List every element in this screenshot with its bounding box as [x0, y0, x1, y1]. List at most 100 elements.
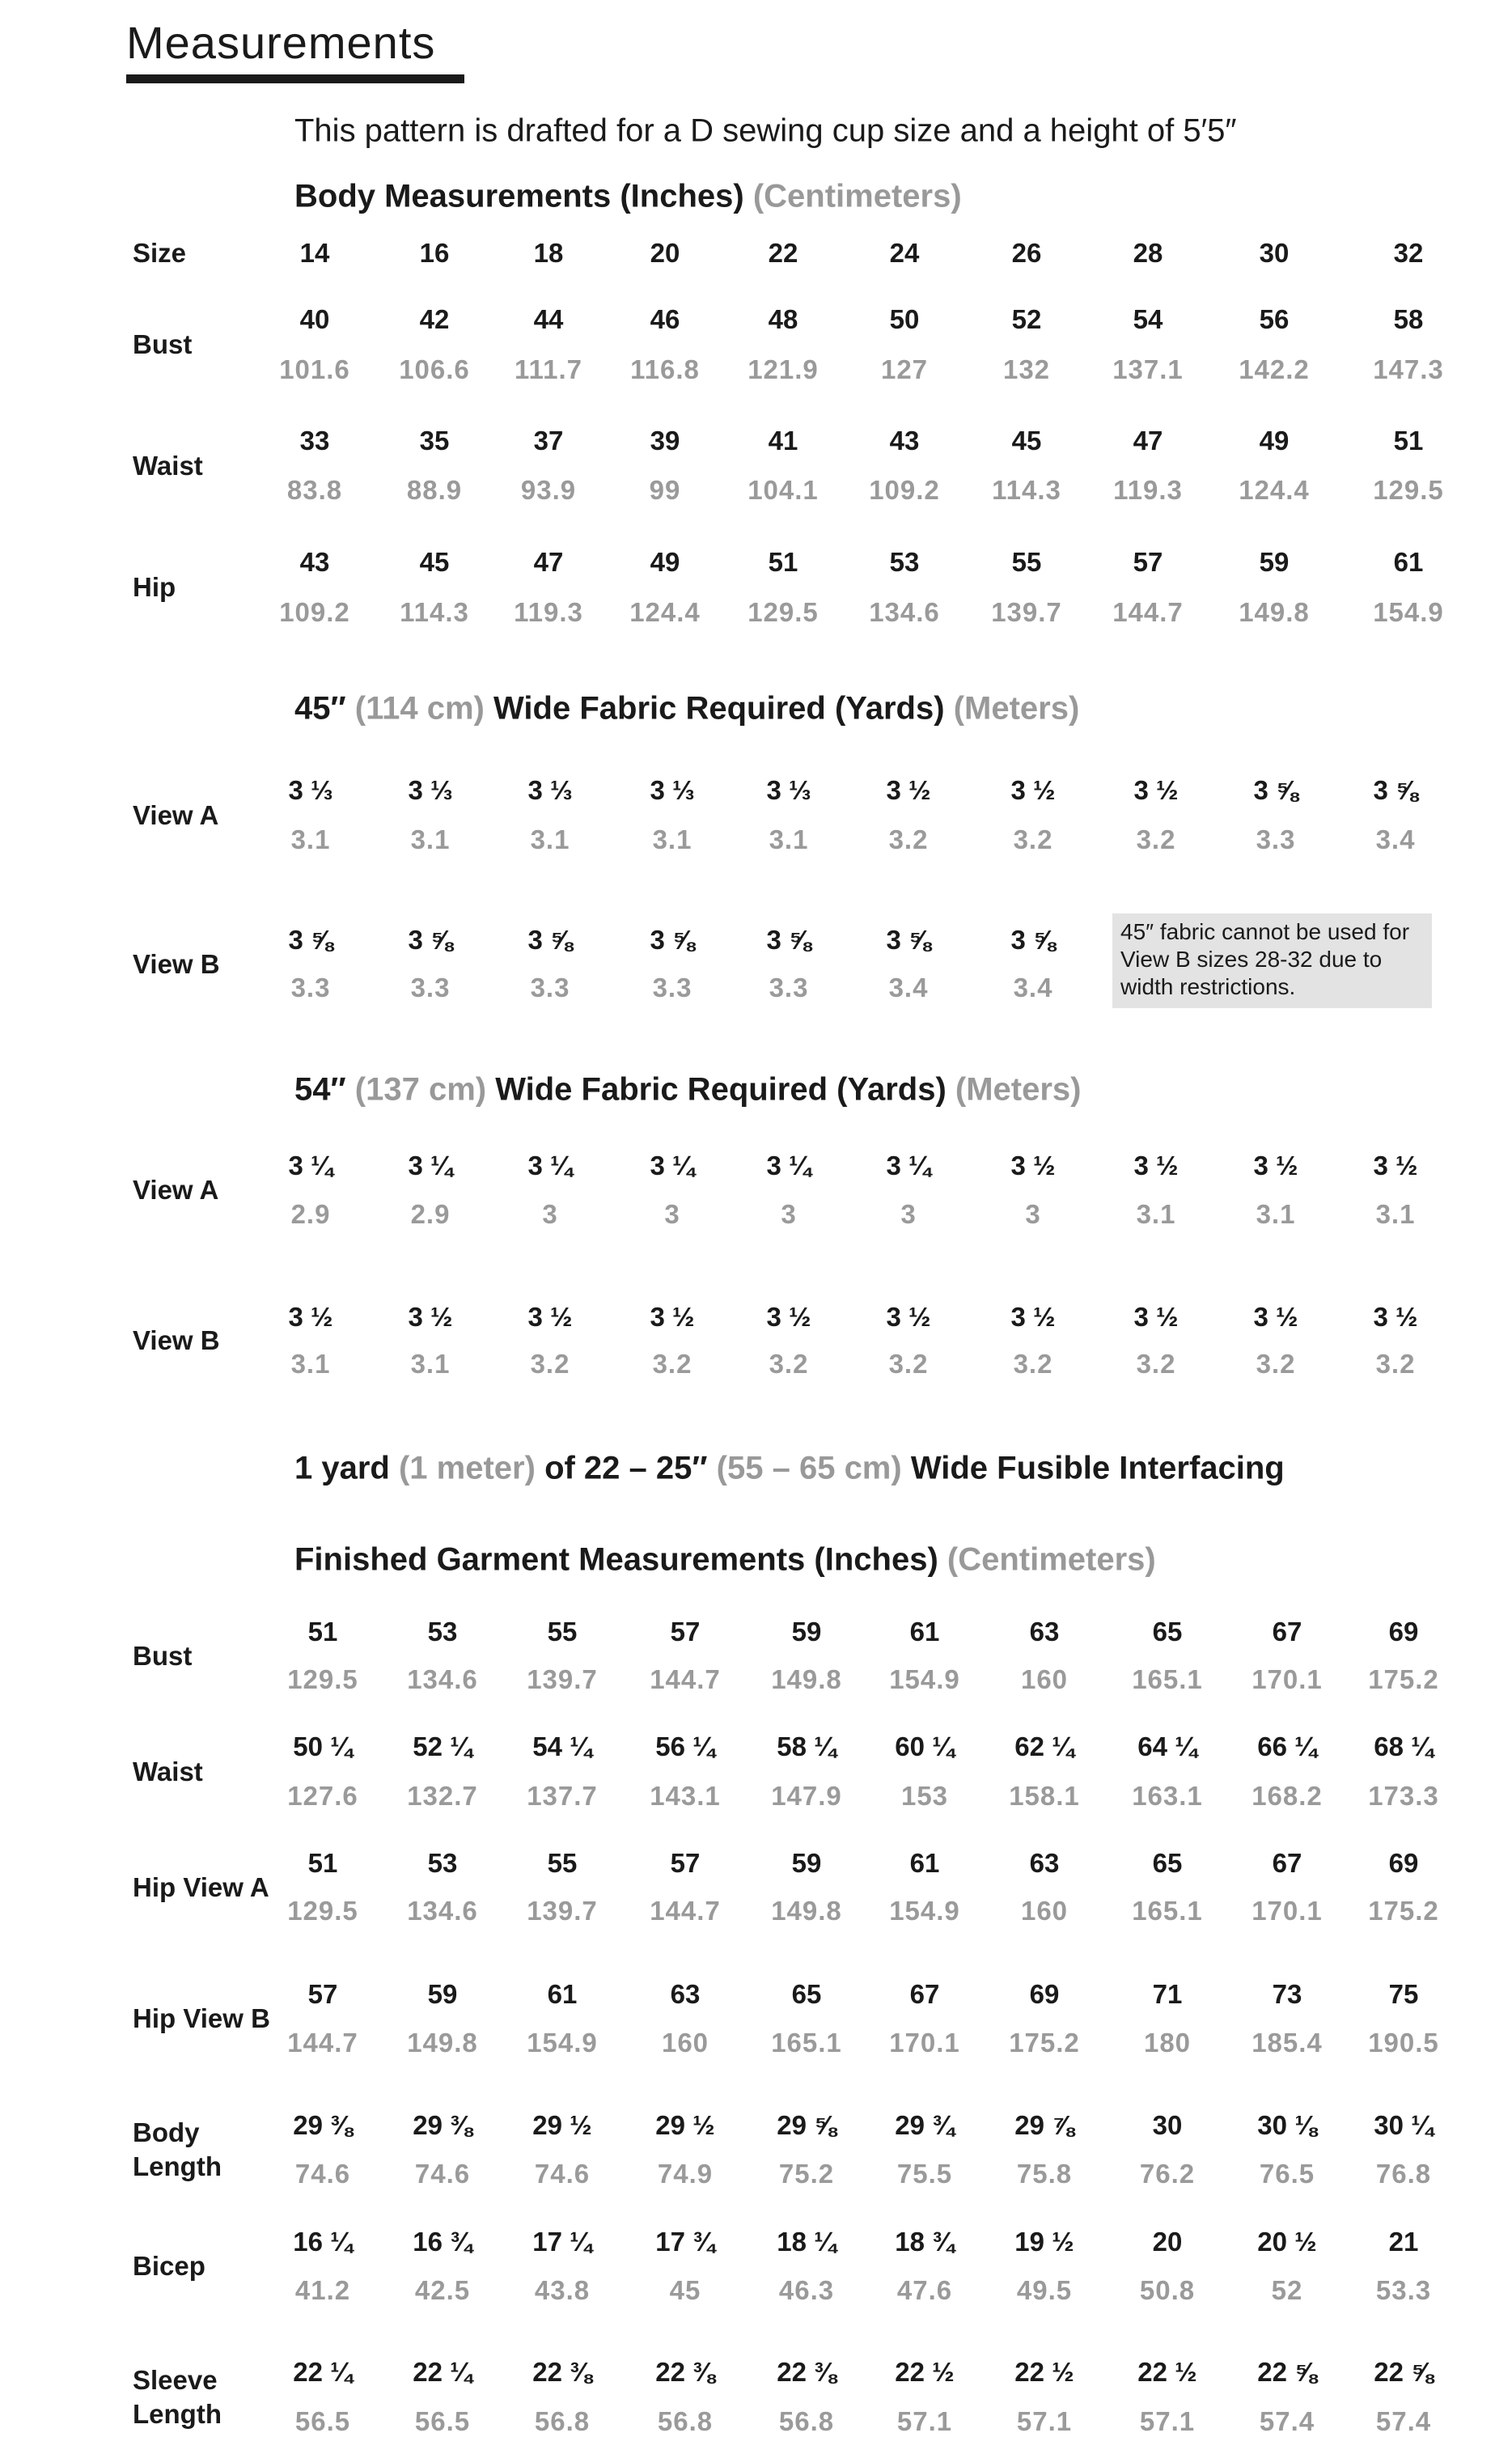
row-label: Hip View A: [133, 1871, 269, 1902]
size-value: 28: [1133, 238, 1163, 268]
value-cm: 109.2: [869, 475, 940, 505]
value-cm: 3.4: [1013, 973, 1053, 1002]
value-cm: 144.7: [287, 2028, 358, 2058]
value-cm: 76.8: [1375, 2159, 1432, 2189]
heading-yards: Wide Fabric Required (Yards): [493, 690, 945, 727]
value-inches: 43: [299, 547, 330, 577]
value-cm: 3: [542, 1199, 558, 1229]
value-inches: 3 ⅓: [650, 775, 695, 805]
value-cm: 3.3: [652, 973, 692, 1002]
value-inches: 50 ¼: [293, 1731, 353, 1761]
value-cm: 3: [781, 1199, 797, 1229]
value-inches: 18 ¾: [895, 2227, 955, 2257]
value-cm: 165.1: [1132, 1664, 1203, 1694]
value-inches: 56 ¼: [655, 1731, 715, 1761]
value-cm: 124.4: [1239, 475, 1310, 505]
value-inches: 22 ¼: [413, 2357, 472, 2387]
value-cm: 3.1: [1136, 1199, 1176, 1229]
value-inches: 53: [427, 1617, 458, 1647]
value-inches: 3 ⅝: [1253, 775, 1298, 805]
value-inches: 18 ¼: [777, 2227, 836, 2257]
value-cm: 142.2: [1239, 354, 1310, 384]
value-inches: 3 ½: [1373, 1151, 1418, 1180]
value-cm: 127: [880, 354, 929, 384]
value-inches: 3 ½: [1010, 1302, 1056, 1332]
value-inches: 17 ¾: [655, 2227, 715, 2257]
value-cm: 137.7: [527, 1781, 598, 1811]
size-value: 30: [1259, 238, 1290, 268]
value-cm: 109.2: [279, 597, 350, 627]
value-cm: 88.9: [406, 475, 463, 505]
value-cm: 154.9: [527, 2028, 598, 2058]
value-inches: 3 ½: [1133, 1151, 1179, 1180]
intro-text: This pattern is drafted for a D sewing c…: [294, 112, 1237, 149]
value-inches: 65: [1152, 1617, 1183, 1647]
value-cm: 75.2: [778, 2159, 835, 2189]
value-cm: 3: [1025, 1199, 1041, 1229]
value-inches: 67: [1272, 1848, 1302, 1878]
size-value: 14: [299, 238, 330, 268]
value-inches: 3 ⅝: [650, 925, 695, 955]
value-inches: 39: [650, 426, 680, 456]
value-cm: 149.8: [771, 1664, 842, 1694]
value-cm: 185.4: [1252, 2028, 1323, 2058]
value-inches: 45: [419, 547, 450, 577]
value-inches: 73: [1272, 1979, 1302, 2009]
value-inches: 56: [1259, 304, 1290, 334]
value-inches: 3 ¼: [288, 1151, 333, 1180]
value-cm: 3.1: [410, 824, 451, 854]
value-cm: 3.2: [1013, 1349, 1053, 1379]
value-cm: 3.1: [530, 824, 570, 854]
interfacing-width: of 22 – 25″: [544, 1450, 708, 1486]
value-inches: 47: [533, 547, 564, 577]
value-cm: 134.6: [869, 597, 940, 627]
value-inches: 51: [768, 547, 798, 577]
value-inches: 51: [307, 1848, 338, 1878]
value-inches: 63: [670, 1979, 701, 2009]
size-value: 26: [1011, 238, 1042, 268]
row-label: Bicep: [133, 2251, 205, 2281]
value-cm: 3.3: [410, 973, 451, 1002]
size-value: 32: [1393, 238, 1424, 268]
value-inches: 30 ¼: [1374, 2110, 1434, 2140]
value-inches: 3 ½: [1253, 1151, 1298, 1180]
value-cm: 3.2: [530, 1349, 570, 1379]
value-cm: 46.3: [778, 2275, 835, 2305]
value-cm: 175.2: [1368, 1896, 1439, 1926]
heading-width-cm: (137 cm): [354, 1071, 487, 1108]
interfacing-type: Wide Fusible Interfacing: [910, 1450, 1285, 1486]
value-cm: 3.2: [1256, 1349, 1296, 1379]
value-inches: 42: [419, 304, 450, 334]
value-cm: 75.5: [896, 2159, 953, 2189]
interfacing-meters: (1 meter): [398, 1450, 536, 1486]
value-cm: 190.5: [1368, 2028, 1439, 2058]
value-inches: 63: [1029, 1848, 1060, 1878]
value-inches: 22 ¼: [293, 2357, 353, 2387]
value-inches: 3 ⅝: [408, 925, 453, 955]
value-inches: 3 ½: [527, 1302, 573, 1332]
value-inches: 59: [1259, 547, 1290, 577]
value-inches: 30 ⅛: [1257, 2110, 1317, 2140]
value-inches: 3 ⅝: [1373, 775, 1418, 805]
value-cm: 153: [900, 1781, 949, 1811]
value-inches: 16 ¼: [293, 2227, 353, 2257]
row-label: Waist: [133, 450, 203, 481]
value-inches: 3 ½: [766, 1302, 811, 1332]
interfacing-line: 1 yard (1 meter) of 22 – 25″ (55 – 65 cm…: [294, 1451, 1285, 1487]
value-cm: 3.2: [1136, 824, 1176, 854]
value-cm: 119.3: [1113, 475, 1183, 505]
value-cm: 106.6: [399, 354, 470, 384]
value-cm: 3.1: [652, 824, 692, 854]
finished-measurements-heading: Finished Garment Measurements (Inches) (…: [294, 1542, 1156, 1579]
value-cm: 154.9: [889, 1664, 960, 1694]
value-cm: 154.9: [1373, 597, 1444, 627]
value-inches: 75: [1388, 1979, 1419, 2009]
row-label: Waist: [133, 1756, 203, 1786]
value-cm: 74.6: [414, 2159, 471, 2189]
value-cm: 119.3: [514, 597, 583, 627]
heading-inches: Body Measurements (Inches): [294, 178, 744, 214]
value-inches: 3 ½: [408, 1302, 453, 1332]
value-cm: 111.7: [515, 354, 582, 384]
value-cm: 3.1: [1256, 1199, 1296, 1229]
value-cm: 50.8: [1139, 2275, 1196, 2305]
